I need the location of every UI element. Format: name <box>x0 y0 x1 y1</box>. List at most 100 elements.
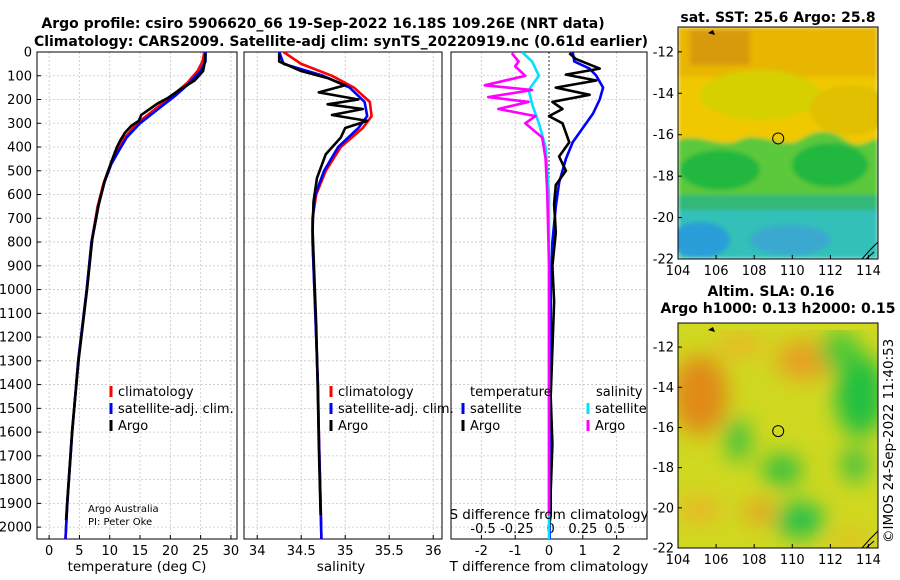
depth-tick-label: 1800 <box>0 473 32 488</box>
depth-tick-label: 1500 <box>0 402 32 417</box>
salinity-tick-label: 34 <box>249 544 266 559</box>
series-t-argo <box>547 52 602 528</box>
legend-label-climatology: climatology <box>118 385 194 400</box>
depth-tick-label: 700 <box>7 212 32 227</box>
t-difference-tick-label: -1 <box>509 544 522 559</box>
sla-lat-tick-labels: -12 -14 -16 -18 -20 -22 <box>653 341 682 557</box>
sla-lat-tick-label: -20 <box>653 501 674 516</box>
sla-island-mark <box>708 327 715 332</box>
sla-map-title-line2: Argo h1000: 0.13 h2000: 0.15 <box>660 301 895 317</box>
sst-lon-tick-label: 104 <box>666 264 691 279</box>
sla-argo-position-marker <box>772 425 785 438</box>
sst-lon-tick-label: 110 <box>780 264 805 279</box>
legend-label-t-argo: Argo <box>470 419 500 434</box>
t-difference-xlabel: T difference from climatology <box>449 559 649 575</box>
temperature-tick-label: 20 <box>162 544 179 559</box>
sla-map-box <box>677 322 879 549</box>
s-difference-tick-label: 0.25 <box>568 522 597 537</box>
depth-tick-label: 0 <box>24 46 32 61</box>
sla-map-panel: Altim. SLA: 0.16 Argo h1000: 0.13 h2000:… <box>653 284 896 568</box>
legend-label-satellite-adj: satellite-adj. clim. <box>338 402 454 417</box>
temperature-tick-label: 15 <box>132 544 149 559</box>
s-difference-xlabel: S difference from climatology <box>449 507 648 523</box>
sla-heatmap <box>678 323 878 548</box>
chart-title-line2: Climatology: CARS2009. Satellite-adj cli… <box>34 34 648 50</box>
salinity-grid <box>244 51 442 539</box>
sst-lat-tick-label: -20 <box>653 211 674 226</box>
credit-line1: Argo Australia <box>88 504 159 515</box>
legend-label-climatology: climatology <box>338 385 414 400</box>
depth-tick-label: 1900 <box>0 497 32 512</box>
sla-lon-tick-label: 114 <box>856 553 881 568</box>
sst-lat-tick-label: -12 <box>653 45 674 60</box>
salinity-axes-box <box>243 51 443 540</box>
sla-coastline <box>861 530 879 549</box>
temperature-tick-label: 30 <box>223 544 240 559</box>
salinity-tick-label: 36 <box>425 544 442 559</box>
temperature-grid <box>37 51 237 539</box>
depth-tick-label: 600 <box>7 188 32 203</box>
temperature-tick-label: 10 <box>101 544 118 559</box>
sla-lon-tick-labels: 104 106 108 110 112 114 <box>666 544 881 568</box>
sst-lon-tick-label: 108 <box>742 264 767 279</box>
legend-label-satellite-adj: satellite-adj. clim. <box>118 402 234 417</box>
depth-tick-label: 1000 <box>0 283 32 298</box>
depth-tick-label: 1600 <box>0 426 32 441</box>
sla-map-title-line1: Altim. SLA: 0.16 <box>707 284 834 300</box>
sst-island-mark <box>708 30 715 35</box>
salinity-panel: 34 34.5 35 35.5 36 salinity climatology sate… <box>243 51 454 575</box>
sst-lat-tick-labels: -12 -14 -16 -18 -20 -22 <box>653 45 682 268</box>
legend-label-s-satellite: satellite <box>595 402 647 417</box>
s-difference-tick-label: -0.5 <box>470 522 495 537</box>
difference-lines <box>483 52 605 539</box>
t-difference-tick-label: 2 <box>612 544 620 559</box>
salinity-tick-label: 34.5 <box>287 544 316 559</box>
legend-label-argo: Argo <box>338 419 368 434</box>
sst-lon-tick-labels: 104 106 108 110 112 114 <box>666 255 881 279</box>
sst-lon-tick-label: 106 <box>704 264 729 279</box>
sla-lon-tick-label: 106 <box>704 553 729 568</box>
legend-title-salinity: salinity <box>596 385 643 400</box>
salinity-tick-labels: 34 34.5 35 35.5 36 <box>249 535 442 559</box>
legend-label-t-satellite: satellite <box>470 402 522 417</box>
sla-lon-tick-label: 108 <box>742 553 767 568</box>
depth-tick-label: 300 <box>7 117 32 132</box>
difference-legend: temperature salinity satellite Argo sate… <box>461 385 647 434</box>
depth-tick-label: 400 <box>7 141 32 156</box>
sst-map-panel: sat. SST: 25.6 Argo: 25.8 104 106 108 110 11… <box>653 10 881 279</box>
salinity-lines <box>277 52 373 539</box>
series-s-argo <box>483 52 551 516</box>
s-difference-tick-label: 0.5 <box>605 522 626 537</box>
legend-label-argo: Argo <box>118 419 148 434</box>
sst-lon-tick-label: 114 <box>856 264 881 279</box>
sla-lat-tick-label: -22 <box>653 542 674 557</box>
sla-lon-tick-label: 112 <box>818 553 843 568</box>
salinity-tick-label: 35 <box>337 544 354 559</box>
sst-lon-tick-label: 112 <box>818 264 843 279</box>
legend-title-temperature: temperature <box>470 385 552 400</box>
t-difference-tick-label: 1 <box>579 544 587 559</box>
sst-heatmap <box>678 27 878 259</box>
legend-label-s-argo: Argo <box>595 419 625 434</box>
depth-tick-label: 100 <box>7 69 32 84</box>
series-t-satellite <box>548 52 605 539</box>
temperature-tick-label: 5 <box>75 544 83 559</box>
t-difference-tick-label: -2 <box>475 544 488 559</box>
sst-argo-position-marker <box>772 132 785 145</box>
sst-lat-tick-label: -14 <box>653 87 674 102</box>
depth-tick-label: 800 <box>7 236 32 251</box>
depth-tick-label: 500 <box>7 164 32 179</box>
depth-tick-labels: 0 100 200 300 400 500 600 700 800 900 1000 1100 1200… <box>0 46 41 536</box>
depth-tick-label: 1300 <box>0 354 32 369</box>
temperature-legend: climatology satellite-adj. clim. Argo <box>109 385 234 434</box>
depth-tick-label: 900 <box>7 259 32 274</box>
sla-lon-tick-label: 104 <box>666 553 691 568</box>
temperature-axes-box <box>36 51 238 540</box>
sst-lat-tick-label: -16 <box>653 128 674 143</box>
temperature-xlabel: temperature (deg C) <box>68 559 207 575</box>
sla-lat-tick-label: -14 <box>653 381 674 396</box>
sst-coastline <box>861 241 879 260</box>
sla-lat-tick-label: -18 <box>653 461 674 476</box>
credit-line2: PI: Peter Oke <box>88 517 152 528</box>
sst-map-title: sat. SST: 25.6 Argo: 25.8 <box>680 10 875 26</box>
